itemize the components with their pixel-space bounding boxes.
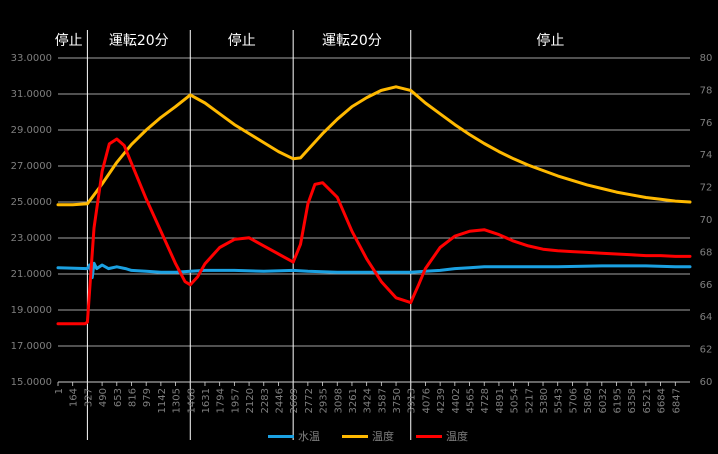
x-tick-label: 979 <box>142 388 153 407</box>
left-tick-label: 33.0000 <box>11 53 52 64</box>
x-tick-label: 4239 <box>436 388 447 413</box>
x-tick-label: 3750 <box>392 388 403 413</box>
x-tick-label: 6032 <box>598 388 609 413</box>
right-y-axis-ticks: 60 62 64 66 68 70 72 74 76 78 80 <box>700 53 713 388</box>
x-tick-label: 6847 <box>671 388 682 413</box>
phase-label: 運転20分 <box>321 33 382 49</box>
gridlines <box>58 57 690 383</box>
x-tick-label: 164 <box>69 388 80 407</box>
legend: 水温 温度 温度 <box>268 428 468 444</box>
x-tick-label: 6358 <box>627 388 638 413</box>
x-tick-label: 653 <box>113 388 124 407</box>
right-tick-label: 78 <box>700 85 713 96</box>
left-tick-label: 25.0000 <box>11 197 52 208</box>
right-tick-label: 74 <box>700 150 713 161</box>
x-tick-label: 3424 <box>363 388 374 413</box>
right-tick-label: 66 <box>700 280 713 291</box>
left-tick-label: 23.0000 <box>11 233 52 244</box>
series-line <box>56 85 692 207</box>
x-tick-label: 1794 <box>216 388 227 413</box>
x-tick-label: 3587 <box>377 388 388 413</box>
phase-label: 停止 <box>227 33 256 49</box>
x-tick-label: 5706 <box>568 388 579 413</box>
x-tick-label: 4891 <box>495 388 506 413</box>
x-tick-label: 2609 <box>289 388 300 413</box>
left-y-axis-ticks: 15.0000 17.0000 19.0000 21.0000 23.0000 25.00… <box>11 53 52 388</box>
right-tick-label: 80 <box>700 53 713 64</box>
legend-label: 温度 <box>372 430 394 443</box>
series-line <box>56 137 692 326</box>
left-tick-label: 21.0000 <box>11 269 52 280</box>
legend-item-temp-right: 温度 <box>416 428 468 444</box>
x-tick-label: 4565 <box>466 388 477 413</box>
legend-label: 温度 <box>446 430 468 443</box>
x-tick-label: 2283 <box>260 388 271 413</box>
x-tick-label: 1142 <box>157 388 168 413</box>
left-tick-label: 17.0000 <box>11 341 52 352</box>
x-axis-ticks: 1 164 327 490 653 816 979 1142 1305 1468 1631 1794 1… <box>54 381 690 413</box>
x-tick-label: 2446 <box>274 388 285 413</box>
x-tick-label: 2120 <box>245 388 256 413</box>
left-tick-label: 31.0000 <box>11 89 52 100</box>
series-line <box>56 261 692 280</box>
right-tick-label: 68 <box>700 247 713 258</box>
phase-label: 停止 <box>54 33 83 49</box>
x-tick-label: 1468 <box>186 388 197 413</box>
phase-label: 停止 <box>536 33 565 49</box>
x-tick-label: 5217 <box>524 388 535 413</box>
legend-label: 水温 <box>298 430 320 443</box>
x-tick-label: 5054 <box>510 388 521 413</box>
x-tick-label: 6195 <box>613 388 624 413</box>
x-tick-label: 5869 <box>583 388 594 413</box>
legend-item-water-temp: 水温 <box>268 428 320 444</box>
legend-swatch <box>342 434 368 438</box>
x-tick-label: 5380 <box>539 388 550 413</box>
phase-boundary-lines <box>86 30 412 440</box>
legend-swatch <box>416 434 442 438</box>
left-tick-label: 15.0000 <box>11 377 52 388</box>
x-tick-label: 1957 <box>230 388 241 413</box>
right-tick-label: 70 <box>700 215 713 226</box>
x-tick-label: 816 <box>127 388 138 407</box>
right-tick-label: 62 <box>700 345 713 356</box>
right-tick-label: 60 <box>700 377 713 388</box>
x-tick-label: 1 <box>54 388 65 394</box>
x-tick-label: 1305 <box>172 388 183 413</box>
legend-item-temp-left: 温度 <box>342 428 394 444</box>
right-tick-label: 72 <box>700 183 713 194</box>
x-tick-label: 327 <box>83 388 94 407</box>
right-tick-label: 64 <box>700 312 713 323</box>
x-tick-label: 6521 <box>642 388 653 413</box>
left-tick-label: 19.0000 <box>11 305 52 316</box>
right-tick-label: 76 <box>700 118 713 129</box>
x-tick-label: 490 <box>98 388 109 407</box>
legend-swatch <box>268 434 294 438</box>
series-lines <box>56 85 692 326</box>
x-tick-label: 5543 <box>554 388 565 413</box>
x-tick-label: 3261 <box>348 388 359 413</box>
x-tick-label: 6684 <box>657 388 668 413</box>
x-tick-label: 4728 <box>480 388 491 413</box>
x-tick-label: 4402 <box>451 388 462 413</box>
x-tick-label: 3913 <box>407 388 418 413</box>
x-tick-label: 3098 <box>333 388 344 413</box>
x-tick-label: 2772 <box>304 388 315 413</box>
left-tick-label: 29.0000 <box>11 125 52 136</box>
x-tick-label: 1631 <box>201 388 212 413</box>
x-tick-label: 2935 <box>319 388 330 413</box>
left-tick-label: 27.0000 <box>11 161 52 172</box>
x-tick-label: 4076 <box>421 388 432 413</box>
phase-label: 運転20分 <box>108 33 169 49</box>
